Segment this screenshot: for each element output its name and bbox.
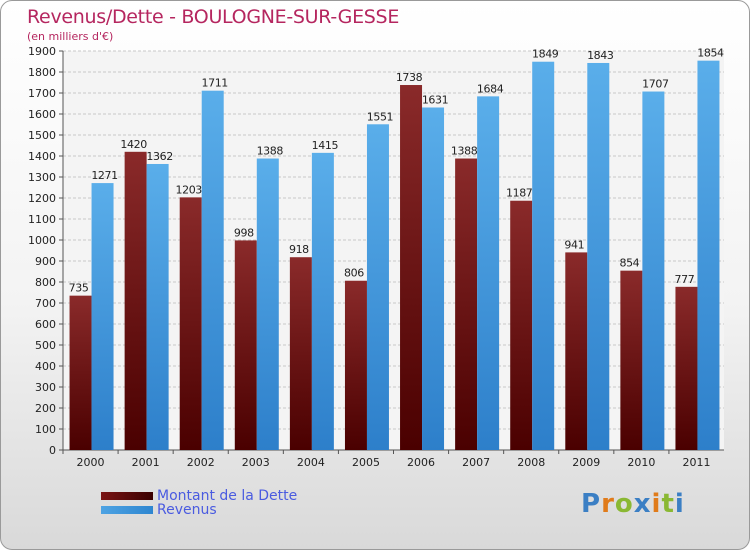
- y-tick-label: 200: [35, 402, 56, 415]
- bar-dette-2005: [344, 280, 367, 450]
- bar-dette-2000: [69, 295, 92, 450]
- data-label-revenus-2000: 1271: [91, 169, 117, 182]
- data-label-dette-2001: 1420: [120, 138, 147, 151]
- y-tick-label: 1200: [28, 192, 56, 205]
- bar-revenus-2006: [422, 107, 445, 451]
- y-tick-label: 1600: [28, 108, 56, 121]
- y-tick-label: 0: [49, 444, 56, 457]
- legend-label-revenus: Revenus: [157, 502, 217, 518]
- y-tick-label: 1100: [28, 213, 56, 226]
- y-tick-label: 300: [35, 381, 56, 394]
- data-label-revenus-2009: 1843: [587, 49, 614, 62]
- y-tick-label: 1800: [28, 66, 56, 79]
- data-label-dette-2004: 918: [289, 243, 309, 256]
- bar-revenus-2007: [477, 96, 500, 451]
- y-tick-label: 900: [35, 255, 56, 268]
- y-tick-label: 1400: [28, 150, 56, 163]
- data-label-dette-2008: 1187: [506, 187, 533, 200]
- bar-revenus-2003: [256, 158, 279, 450]
- legend-swatch-revenus: [101, 506, 153, 514]
- data-label-dette-2002: 1203: [176, 183, 203, 196]
- data-label-dette-2009: 941: [564, 238, 584, 251]
- data-label-dette-2010: 854: [619, 257, 639, 270]
- chart-subtitle: (en milliers d'€): [27, 30, 114, 43]
- x-tick-label-2006: 2006: [407, 456, 435, 469]
- legend-label-dette: Montant de la Dette: [157, 488, 298, 504]
- data-label-dette-2006: 1738: [396, 71, 423, 84]
- bar-dette-2011: [675, 286, 698, 450]
- data-label-revenus-2007: 1684: [477, 82, 504, 95]
- data-label-dette-2011: 777: [675, 273, 695, 286]
- plot-area: [63, 51, 724, 450]
- x-tick-label-2008: 2008: [517, 456, 545, 469]
- data-label-revenus-2001: 1362: [146, 150, 172, 163]
- bar-dette-2009: [565, 252, 588, 450]
- bar-dette-2002: [179, 197, 202, 450]
- data-label-revenus-2005: 1551: [367, 110, 393, 123]
- x-tick-label-2002: 2002: [187, 456, 215, 469]
- bar-revenus-2004: [311, 152, 334, 450]
- bar-revenus-2005: [366, 124, 389, 450]
- proxiti-logo: Proxiti: [581, 489, 685, 519]
- bar-dette-2004: [289, 257, 312, 450]
- y-tick-label: 500: [35, 339, 56, 352]
- x-tick-label-2000: 2000: [77, 456, 105, 469]
- x-tick-label-2009: 2009: [572, 456, 600, 469]
- legend-item-dette: Montant de la Dette: [101, 489, 297, 503]
- x-tick-label-2010: 2010: [627, 456, 655, 469]
- bar-revenus-2002: [201, 90, 224, 450]
- logo-letter: r: [601, 489, 615, 519]
- y-tick-label: 800: [35, 276, 56, 289]
- bar-dette-2010: [620, 270, 643, 450]
- y-tick-label: 1700: [28, 87, 56, 100]
- data-label-revenus-2006: 1631: [422, 93, 448, 106]
- logo-letter: x: [633, 489, 652, 519]
- data-label-dette-2003: 998: [234, 226, 254, 239]
- bar-dette-2007: [455, 158, 478, 450]
- x-tick-label-2004: 2004: [297, 456, 325, 469]
- bar-revenus-2011: [697, 60, 720, 450]
- y-tick-label: 600: [35, 318, 56, 331]
- bar-dette-2003: [234, 240, 257, 450]
- data-label-revenus-2011: 1854: [697, 47, 724, 60]
- data-label-dette-2007: 1388: [451, 145, 478, 158]
- data-label-revenus-2010: 1707: [642, 78, 669, 91]
- bar-revenus-2010: [642, 91, 665, 450]
- data-label-dette-2000: 735: [69, 282, 89, 295]
- legend-swatch-dette: [101, 492, 153, 500]
- y-tick-label: 1500: [28, 129, 56, 142]
- bar-revenus-2008: [532, 61, 555, 451]
- data-label-revenus-2004: 1415: [312, 139, 339, 152]
- y-tick-label: 700: [35, 297, 56, 310]
- bar-dette-2006: [400, 85, 423, 451]
- x-tick-label-2001: 2001: [132, 456, 160, 469]
- bar-revenus-2009: [587, 62, 610, 450]
- x-tick-label-2003: 2003: [242, 456, 270, 469]
- data-label-revenus-2008: 1849: [532, 48, 559, 61]
- bar-dette-2001: [124, 151, 147, 451]
- bar-revenus-2000: [91, 183, 114, 450]
- bar-revenus-2001: [146, 163, 169, 451]
- bar-dette-2008: [510, 200, 533, 450]
- chart-title: Revenus/Dette - BOULOGNE-SUR-GESSE: [27, 6, 400, 28]
- y-tick-label: 1900: [28, 45, 56, 58]
- data-label-dette-2005: 806: [344, 267, 364, 280]
- logo-letter: P: [581, 489, 602, 519]
- data-label-revenus-2003: 1388: [257, 145, 284, 158]
- y-tick-label: 1300: [28, 171, 56, 184]
- y-tick-label: 400: [35, 360, 56, 373]
- y-tick-label: 100: [35, 423, 56, 436]
- data-label-revenus-2002: 1711: [202, 77, 228, 90]
- logo-letter: o: [614, 489, 634, 519]
- y-tick-label: 1000: [28, 234, 56, 247]
- logo-letter: i: [651, 489, 662, 519]
- x-tick-label-2007: 2007: [462, 456, 490, 469]
- x-tick-label-2011: 2011: [682, 456, 710, 469]
- legend-item-revenus: Revenus: [101, 503, 217, 517]
- logo-letter: i: [674, 489, 685, 519]
- logo-letter: t: [661, 489, 675, 519]
- x-tick-label-2005: 2005: [352, 456, 380, 469]
